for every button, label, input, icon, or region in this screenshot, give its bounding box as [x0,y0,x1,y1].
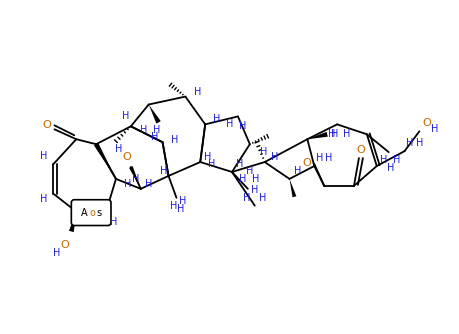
Text: H: H [145,179,152,189]
Text: o: o [89,208,95,218]
Text: H: H [122,112,129,122]
Text: H: H [386,163,393,173]
Text: H: H [328,129,335,139]
Text: H: H [40,194,47,204]
Text: H: H [239,121,246,131]
Text: H: H [160,166,167,176]
Text: H: H [110,216,118,226]
Text: H: H [151,132,158,142]
Text: H: H [179,196,186,206]
Text: H: H [170,135,178,145]
Text: H: H [252,174,259,184]
Polygon shape [148,105,160,124]
Text: H: H [239,174,246,184]
Text: H: H [392,155,399,165]
Polygon shape [94,143,116,179]
Text: H: H [259,147,267,157]
Text: H: H [246,166,253,176]
FancyBboxPatch shape [71,200,111,225]
Text: H: H [226,119,233,129]
Text: A: A [81,208,87,218]
Text: H: H [236,159,243,169]
Text: H: H [379,155,386,165]
Text: O: O [60,240,68,250]
Text: H: H [405,138,412,148]
Text: H: H [124,179,131,189]
Text: H: H [258,193,266,203]
Text: H: H [331,129,338,139]
Text: H: H [270,152,278,162]
Text: H: H [342,129,350,139]
Text: H: H [204,152,212,162]
Text: H: H [430,124,437,134]
Text: O: O [42,120,51,130]
Polygon shape [129,166,140,189]
Text: H: H [415,138,422,148]
Text: H: H [152,125,160,135]
Text: H: H [53,248,60,258]
Text: H: H [243,193,250,203]
Text: H: H [325,153,332,163]
Text: O: O [301,158,310,168]
Text: O: O [421,118,430,128]
Text: H: H [169,201,177,211]
Text: H: H [115,144,123,154]
Text: O: O [356,145,364,155]
Text: H: H [40,151,47,161]
Text: H: H [176,204,184,214]
Text: H: H [193,87,201,97]
Text: H: H [293,166,301,176]
Text: H: H [315,153,322,163]
Polygon shape [69,212,76,232]
Text: s: s [96,208,101,218]
Text: H: H [140,125,147,135]
Text: H: H [208,159,215,169]
Text: O: O [122,152,131,162]
Polygon shape [289,179,296,197]
Polygon shape [307,132,327,139]
Text: H: H [213,115,220,124]
Text: H: H [251,185,258,195]
Text: H: H [132,174,139,184]
